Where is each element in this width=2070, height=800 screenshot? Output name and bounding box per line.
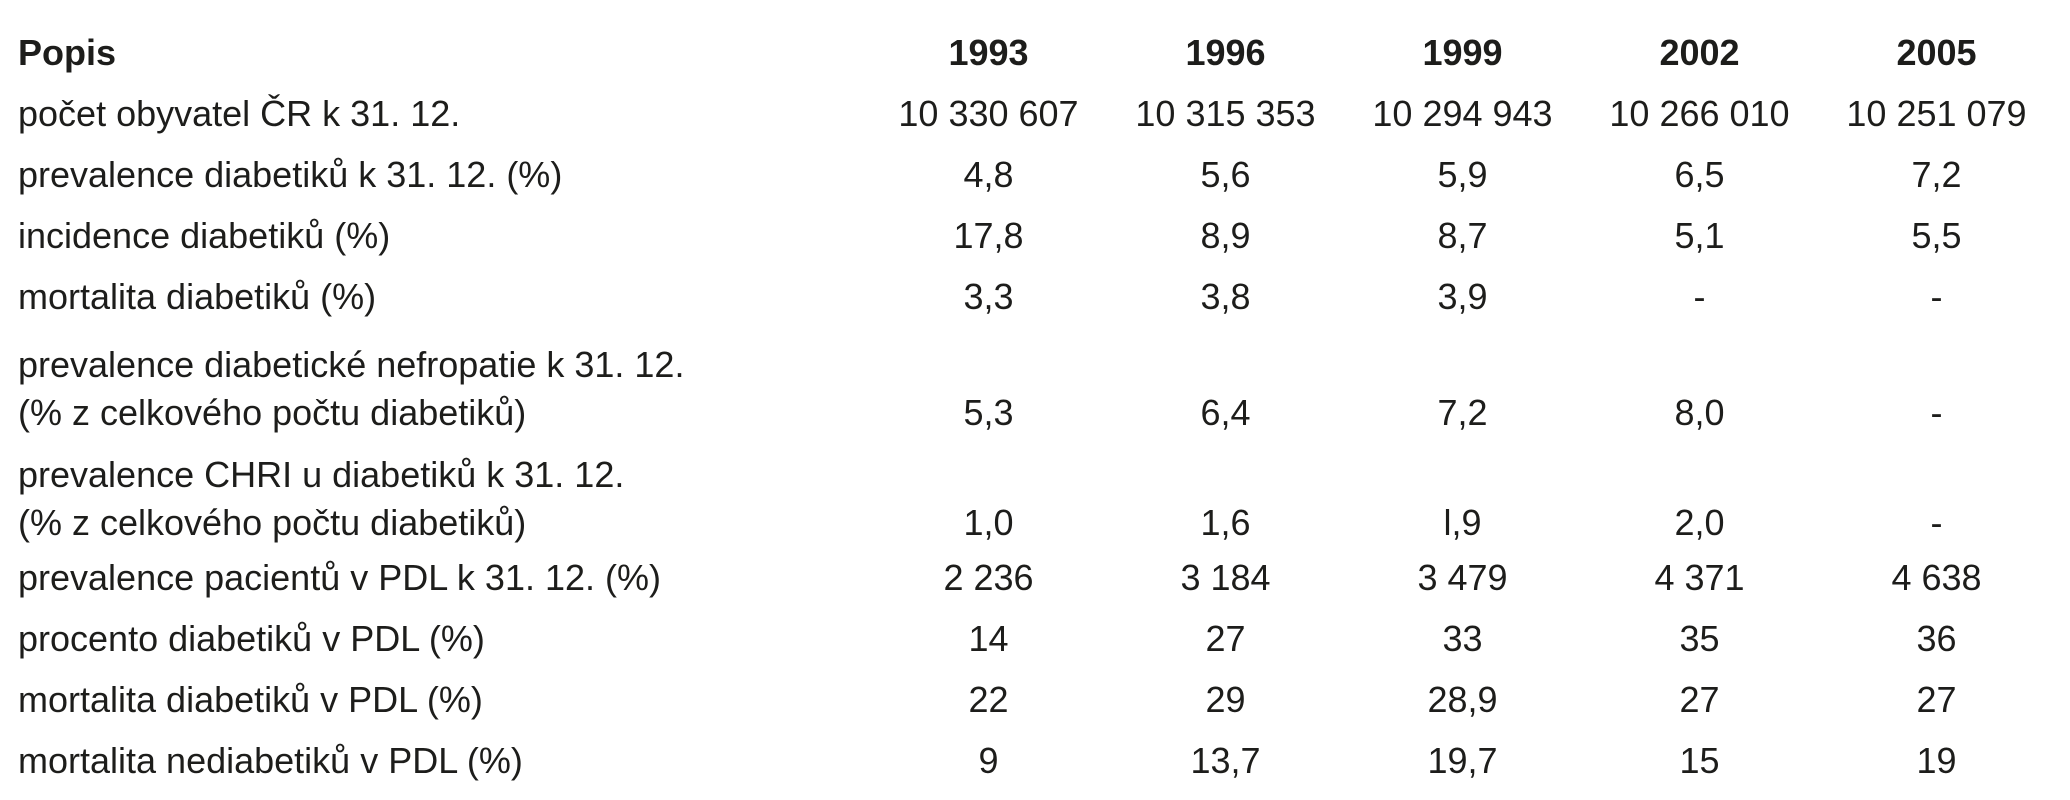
- table-row: prevalence diabetické nefropatie k 31. 1…: [18, 327, 2055, 437]
- table-cell: 5,6: [1200, 154, 1251, 195]
- table-row: prevalence pacientů v PDL k 31. 12. (%) …: [18, 547, 2055, 608]
- row-description-line: (% z celkového počtu diabetiků): [18, 392, 527, 433]
- table-row: incidence diabetiků (%) 17,8 8,9 8,7 5,1…: [18, 205, 2055, 266]
- table-row: prevalence diabetiků k 31. 12. (%) 4,8 5…: [18, 144, 2055, 205]
- table-cell: -: [1693, 276, 1706, 317]
- table-cell: 29: [1205, 679, 1246, 720]
- table-cell: 33: [1442, 618, 1483, 659]
- row-description-line: procento diabetiků v PDL (%): [18, 618, 485, 659]
- row-description: počet obyvatel ČR k 31. 12.: [18, 83, 870, 144]
- table-cell: 13,7: [1190, 740, 1261, 781]
- header-row: Popis 1993 1996 1999 2002 2005: [18, 22, 2055, 83]
- row-description: mortalita diabetiků (%): [18, 266, 870, 327]
- table-cell: 14: [968, 618, 1009, 659]
- table-cell: 3,3: [963, 276, 1014, 317]
- table-cell: 35: [1679, 618, 1720, 659]
- table-cell: 7,2: [1911, 154, 1962, 195]
- table-row: prevalence CHRI u diabetiků k 31. 12. (%…: [18, 437, 2055, 547]
- table-cell: 8,9: [1200, 215, 1251, 256]
- table-cell: 2 236: [943, 557, 1034, 598]
- table-cell: 5,1: [1674, 215, 1725, 256]
- table-cell: 4 371: [1654, 557, 1745, 598]
- table-cell: 28,9: [1427, 679, 1498, 720]
- row-description-line: (% z celkového počtu diabetiků): [18, 502, 527, 543]
- table-cell: 4 638: [1891, 557, 1982, 598]
- table-cell: 10 294 943: [1372, 93, 1553, 134]
- table-cell: 10 251 079: [1846, 93, 2027, 134]
- row-description-line: prevalence diabetické nefropatie k 31. 1…: [18, 344, 685, 385]
- header-year: 1999: [1422, 32, 1503, 73]
- table-cell: 3 479: [1417, 557, 1508, 598]
- table-cell: 27: [1205, 618, 1246, 659]
- table-cell: 22: [968, 679, 1009, 720]
- row-description: prevalence diabetiků k 31. 12. (%): [18, 144, 870, 205]
- table-cell: 19,7: [1427, 740, 1498, 781]
- row-description-line: mortalita diabetiků v PDL (%): [18, 679, 483, 720]
- row-description-line: prevalence pacientů v PDL k 31. 12. (%): [18, 557, 662, 598]
- table-cell: 5,9: [1437, 154, 1488, 195]
- row-description-line: incidence diabetiků (%): [18, 215, 391, 256]
- table-cell: 8,0: [1674, 392, 1725, 433]
- table-cell: 27: [1916, 679, 1957, 720]
- row-description: prevalence CHRI u diabetiků k 31. 12. (%…: [18, 437, 870, 547]
- table-cell: 7,2: [1437, 392, 1488, 433]
- row-description-line: prevalence CHRI u diabetiků k 31. 12.: [18, 454, 625, 495]
- row-description-line: prevalence diabetiků k 31. 12. (%): [18, 154, 563, 195]
- table-cell: -: [1930, 502, 1943, 543]
- row-description-line: mortalita nediabetiků v PDL (%): [18, 740, 523, 781]
- table-row: mortalita diabetiků (%) 3,3 3,8 3,9 - -: [18, 266, 2055, 327]
- row-description: mortalita diabetiků v PDL (%): [18, 669, 870, 730]
- table-cell: 5,5: [1911, 215, 1962, 256]
- row-description-line: počet obyvatel ČR k 31. 12.: [18, 93, 461, 134]
- row-description: incidence diabetiků (%): [18, 205, 870, 266]
- statistics-table: Popis 1993 1996 1999 2002 2005 počet oby…: [18, 22, 2055, 791]
- row-description: mortalita nediabetiků v PDL (%): [18, 730, 870, 791]
- table-cell: 36: [1916, 618, 1957, 659]
- table-cell: 1,6: [1200, 502, 1251, 543]
- row-description: prevalence pacientů v PDL k 31. 12. (%): [18, 547, 870, 608]
- table-header: Popis 1993 1996 1999 2002 2005: [18, 22, 2055, 83]
- table-row: počet obyvatel ČR k 31. 12. 10 330 607 1…: [18, 83, 2055, 144]
- row-description: prevalence diabetické nefropatie k 31. 1…: [18, 327, 870, 437]
- table-cell: 6,4: [1200, 392, 1251, 433]
- table-cell: 5,3: [963, 392, 1014, 433]
- table-cell: 17,8: [953, 215, 1024, 256]
- header-year: 2005: [1896, 32, 1977, 73]
- table-cell: 10 315 353: [1135, 93, 1316, 134]
- table-cell: 1,0: [963, 502, 1014, 543]
- row-description-line: mortalita diabetiků (%): [18, 276, 377, 317]
- table-cell: 8,7: [1437, 215, 1488, 256]
- table-cell: 2,0: [1674, 502, 1725, 543]
- table-cell: l,9: [1443, 502, 1482, 543]
- table-cell: 9: [978, 740, 999, 781]
- table-row: mortalita diabetiků v PDL (%) 22 29 28,9…: [18, 669, 2055, 730]
- table-body: počet obyvatel ČR k 31. 12. 10 330 607 1…: [18, 83, 2055, 791]
- table-cell: -: [1930, 276, 1943, 317]
- header-year: 2002: [1659, 32, 1740, 73]
- table-cell: 3,9: [1437, 276, 1488, 317]
- table-cell: 15: [1679, 740, 1720, 781]
- header-year: 1993: [948, 32, 1029, 73]
- table-row: mortalita nediabetiků v PDL (%) 9 13,7 1…: [18, 730, 2055, 791]
- header-year: 1996: [1185, 32, 1266, 73]
- table-row: procento diabetiků v PDL (%) 14 27 33 35…: [18, 608, 2055, 669]
- table-cell: 6,5: [1674, 154, 1725, 195]
- row-description: procento diabetiků v PDL (%): [18, 608, 870, 669]
- table-cell: 3,8: [1200, 276, 1251, 317]
- table-cell: 3 184: [1180, 557, 1271, 598]
- header-description: Popis: [18, 32, 117, 73]
- table-cell: 19: [1916, 740, 1957, 781]
- table-cell: -: [1930, 392, 1943, 433]
- table-cell: 4,8: [963, 154, 1014, 195]
- table-cell: 10 330 607: [898, 93, 1079, 134]
- table-cell: 27: [1679, 679, 1720, 720]
- table-cell: 10 266 010: [1609, 93, 1790, 134]
